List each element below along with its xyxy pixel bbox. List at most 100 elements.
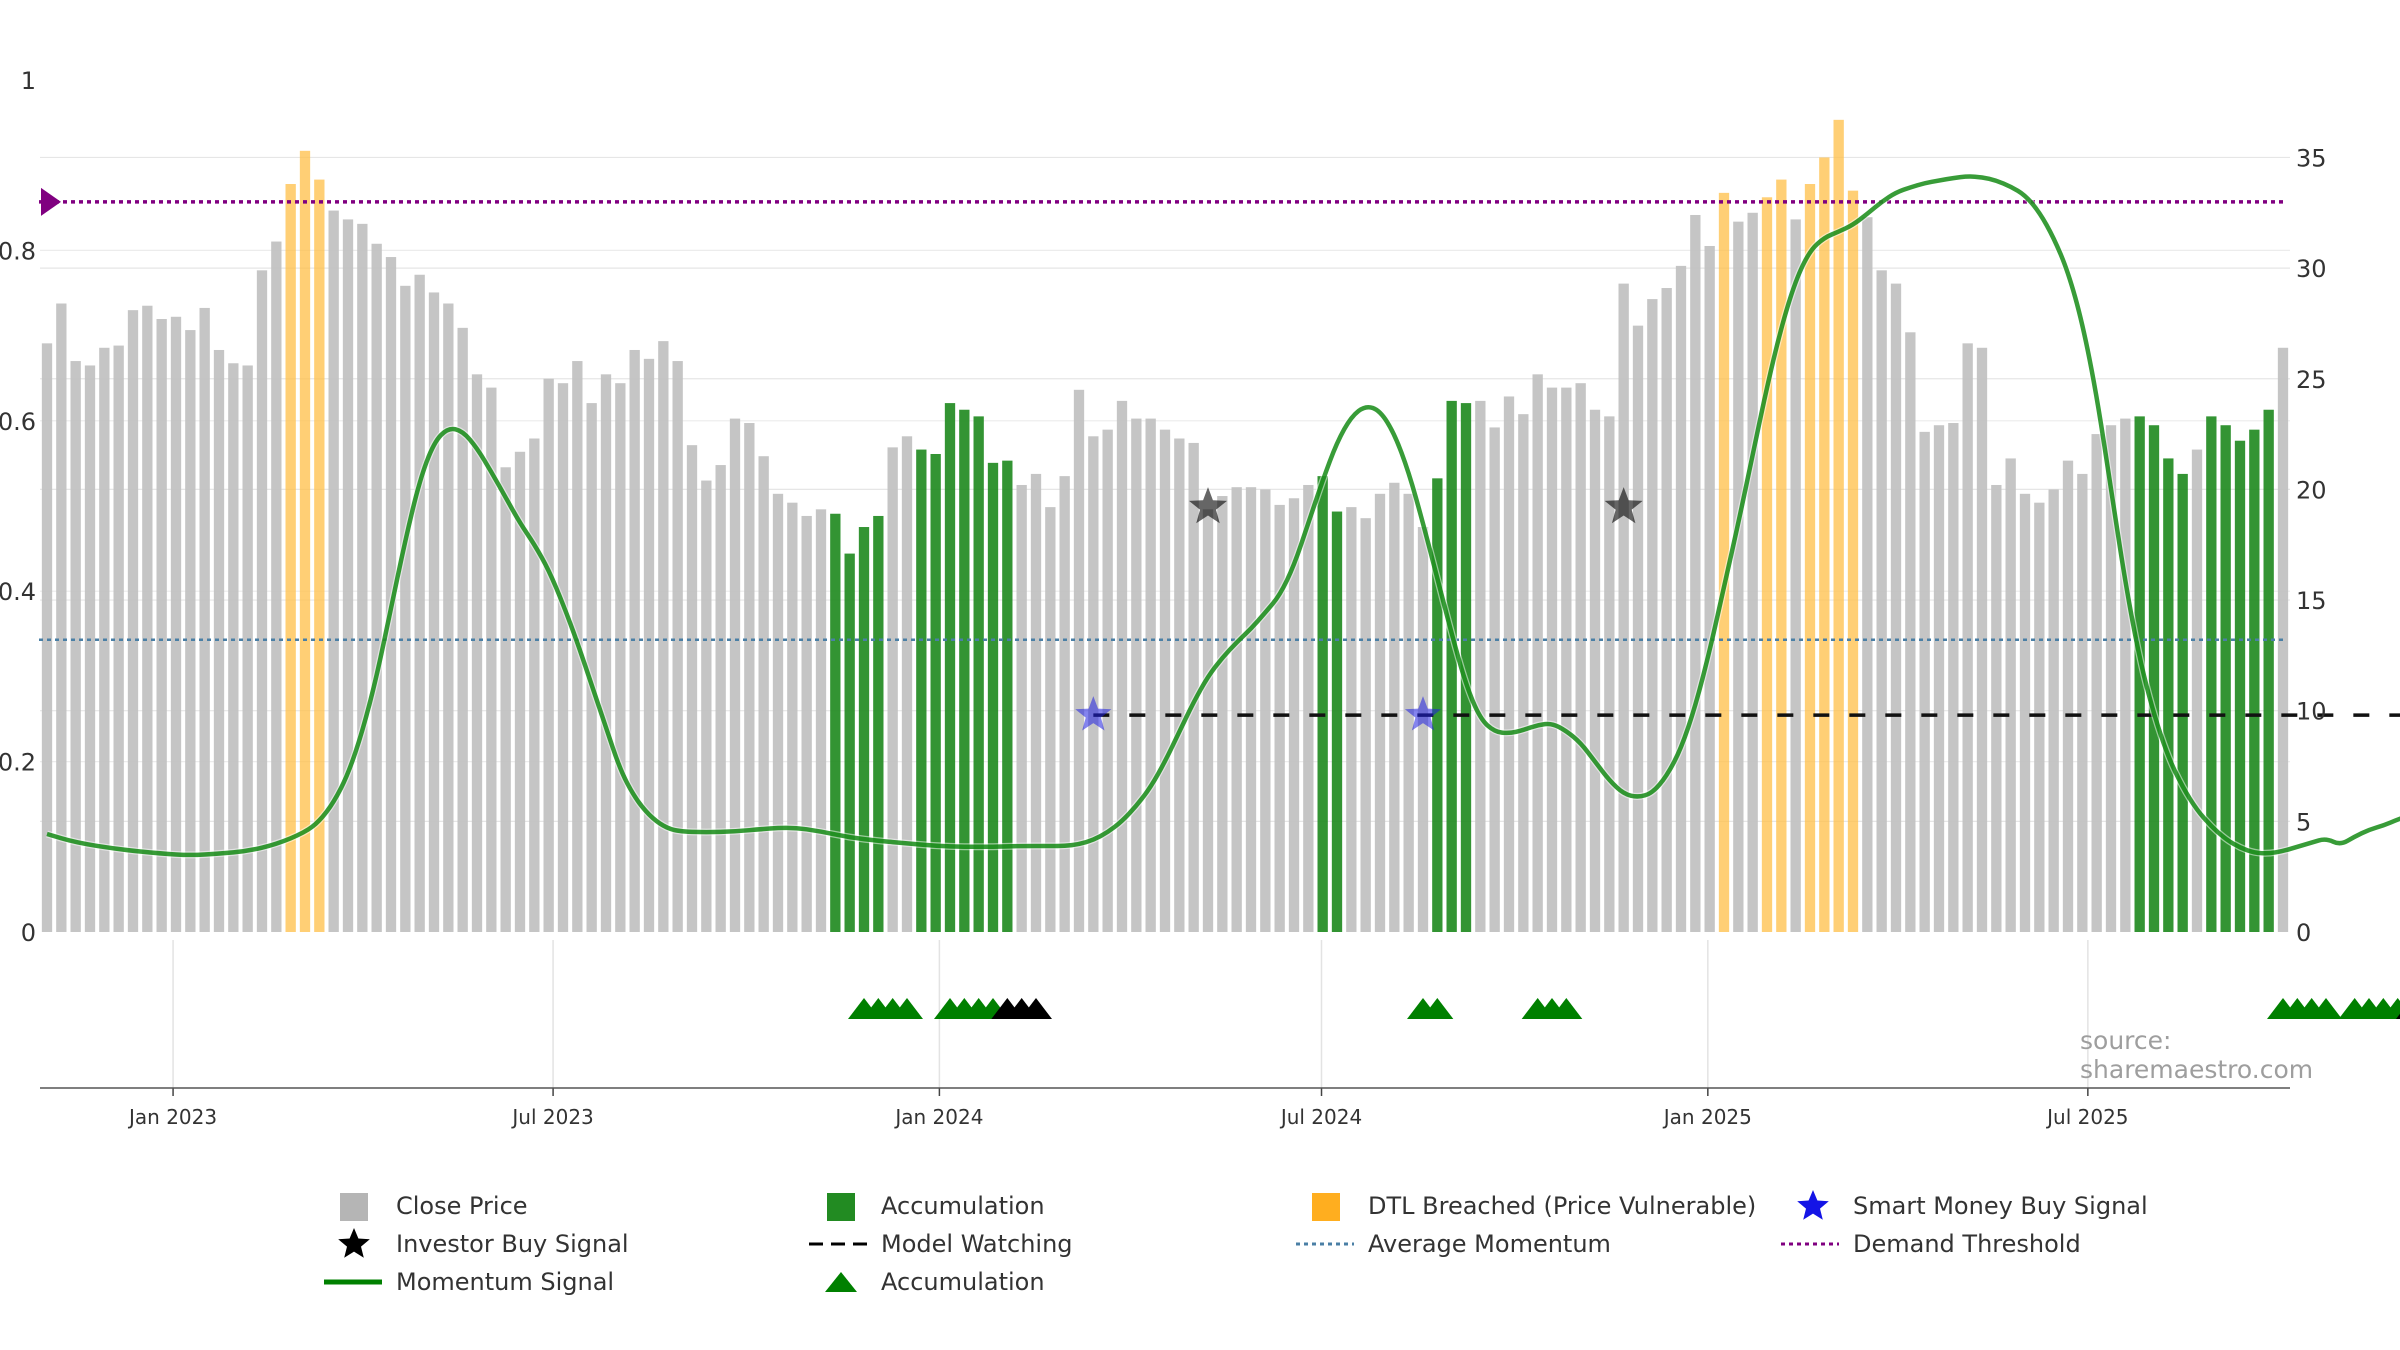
legend-item-demand-threshold: Demand Threshold [1777, 1228, 2081, 1260]
x-axis-tick-label: Jul 2023 [510, 1105, 593, 1129]
x-axis-tick-label: Jul 2025 [2045, 1105, 2128, 1129]
right-axis-tick-label: 30 [2296, 255, 2327, 283]
momentum-line [46, 174, 2400, 858]
accumulation-bar [1446, 400, 1457, 932]
close-price-bar [2019, 493, 2031, 932]
close-price-bar [1589, 409, 1601, 932]
right-axis-tick-label: 25 [2296, 366, 2327, 394]
momentum-signal [46, 173, 2400, 859]
close-price-bar [2091, 434, 2102, 932]
close-price-bar [1131, 418, 1142, 932]
close-price-bar [2105, 425, 2117, 932]
right-axis-tick-label: 20 [2296, 476, 2327, 504]
close-price-bar [1217, 496, 1228, 932]
blue-star-icon [1787, 1190, 1847, 1222]
dtl-breached-bar [285, 184, 296, 933]
close-price-bar [70, 361, 81, 933]
close-price-bar [1403, 493, 1414, 932]
accumulation-bar [2263, 409, 2274, 932]
green-triangle-icon [815, 1266, 875, 1298]
left-axis-tick-label: 0.2 [0, 749, 36, 777]
accumulation-triangle-marker [1421, 998, 1454, 1019]
close-price-bar [1546, 387, 1558, 932]
source-label: source: sharemaestro.com [2080, 1026, 2314, 1084]
close-price-bar [113, 345, 124, 932]
x-axis-tick-label: Jan 2024 [893, 1105, 983, 1129]
left-axis-tick-label: 0 [21, 919, 36, 947]
dotted-purple-line-icon [1777, 1228, 1847, 1260]
dtl-breached-bar [1776, 179, 1787, 932]
legend-label: DTL Breached (Price Vulnerable) [1368, 1192, 1757, 1220]
close-price-bar [801, 515, 812, 932]
close-price-bar [1360, 518, 1371, 932]
close-price-bar [142, 305, 153, 932]
legend-label: Model Watching [881, 1230, 1073, 1258]
accumulation-bar [873, 515, 884, 932]
dtl-breached-bar [299, 150, 311, 933]
dashed-line-icon [805, 1228, 875, 1260]
close-price-bar [1145, 418, 1156, 932]
close-price-bar [1374, 493, 1386, 932]
accumulation-bar [2177, 473, 2188, 932]
close-price-bar [2048, 489, 2059, 932]
close-price-bar [2120, 418, 2131, 932]
right-axis-tick-label: 35 [2296, 144, 2327, 172]
close-price-bar [328, 210, 339, 933]
close-price-bar [1962, 343, 1973, 932]
accumulation-bar [959, 409, 970, 932]
close-price-bar [1632, 325, 1644, 932]
close-price-bar [1303, 484, 1314, 932]
close-price-bar [815, 509, 827, 932]
close-price-bar [557, 383, 569, 933]
legend-item-close-price: Close Price [330, 1190, 528, 1222]
close-price-bar [514, 451, 526, 932]
accumulation-bar [844, 553, 855, 932]
close-price-bar [486, 387, 497, 932]
legend-label: Close Price [396, 1192, 528, 1220]
close-price-bar [1919, 431, 1930, 932]
accumulation-triangle-marker [1550, 998, 1583, 1019]
close-price-bar [242, 365, 253, 932]
legend-label: Investor Buy Signal [396, 1230, 629, 1258]
close-price-bar [2005, 458, 2016, 932]
close-price-bar [271, 241, 282, 933]
left-axis-tick-label: 0.8 [0, 237, 36, 265]
legend-label: Average Momentum [1368, 1230, 1611, 1258]
close-price-bar [228, 363, 239, 932]
legend-item-accumulation-bar: Accumulation [815, 1190, 1045, 1222]
dtl-breached-bar [1718, 192, 1730, 933]
close-price-bar [1088, 436, 1099, 932]
smart-money-buy-star [1075, 696, 1112, 731]
legend-label: Demand Threshold [1853, 1230, 2081, 1258]
close-price-bar [1059, 476, 1070, 932]
legend-item-momentum-signal: Momentum Signal [320, 1266, 614, 1298]
dtl-breached-bar [1847, 190, 1859, 932]
accumulation-bar [2163, 458, 2174, 932]
close-price-bar [1661, 288, 1672, 933]
x-axis-tick-label: Jul 2024 [1279, 1105, 1362, 1129]
accumulation-triangle-marker [2310, 998, 2342, 1019]
close-price-bar [2191, 449, 2203, 932]
close-price-bar [1274, 504, 1285, 932]
left-axis-tick-label: 0.4 [0, 578, 36, 606]
investor-buy-star [1604, 487, 1643, 524]
dtl-breached-bar [1761, 197, 1773, 932]
right-axis-tick-label: 15 [2296, 587, 2327, 615]
green-square-icon [815, 1190, 875, 1222]
close-price-bar [758, 456, 769, 932]
close-price-bar [615, 383, 626, 933]
legend-item-average-momentum: Average Momentum [1292, 1228, 1611, 1260]
close-price-bar [600, 374, 612, 932]
close-price-bar [1202, 509, 1214, 932]
close-price-bar [1245, 487, 1257, 932]
close-price-bar [1174, 438, 1185, 932]
close-price-bar [1016, 484, 1027, 932]
close-price-bar [658, 341, 669, 933]
close-price-bar [428, 292, 440, 932]
orange-square-icon [1302, 1190, 1362, 1222]
right-axis-tick-label: 10 [2296, 698, 2327, 726]
legend-item-smart-money: Smart Money Buy Signal [1787, 1190, 2148, 1222]
close-price-bar [1417, 527, 1429, 932]
close-price-bar [1518, 414, 1529, 933]
close-price-bar [1389, 482, 1400, 932]
